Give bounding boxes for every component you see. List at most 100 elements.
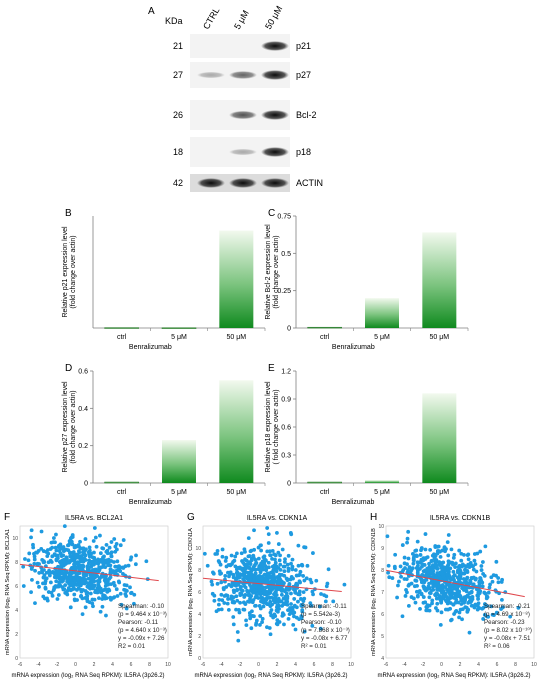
- scatter-point: [302, 596, 307, 601]
- scatter-point: [409, 595, 414, 599]
- scatter-point: [447, 560, 451, 565]
- x-tick-label: 4: [294, 662, 297, 668]
- y-tick-label: 0.3: [281, 453, 291, 460]
- scatter-point: [45, 554, 50, 558]
- scatter-point: [429, 559, 434, 564]
- scatter-point: [293, 627, 298, 632]
- blot-band: [229, 71, 257, 79]
- scatter-point: [281, 564, 286, 569]
- panel-a-letter: A: [148, 6, 155, 17]
- scatter-point: [252, 563, 257, 568]
- y-tick-label: 0.6: [78, 369, 88, 376]
- scatter-point: [452, 552, 457, 557]
- scatter-point: [228, 563, 233, 568]
- scatter-point: [480, 560, 485, 564]
- y-tick-label: 9: [381, 546, 384, 552]
- scatter-point: [47, 568, 51, 573]
- stat-line: Spearman: -0.10: [118, 603, 165, 610]
- scatter-point: [448, 606, 453, 611]
- scatter-point: [97, 559, 102, 564]
- scatter-point: [68, 605, 73, 610]
- scatter-point: [59, 576, 64, 581]
- scatter-point: [45, 598, 50, 603]
- scatter-point: [234, 607, 238, 612]
- scatter-point: [265, 526, 270, 530]
- scatter-point: [109, 540, 114, 544]
- blot-band: [229, 178, 257, 188]
- scatter-point: [261, 597, 266, 602]
- blot-kda-label: 42: [173, 178, 183, 188]
- scatter-point: [476, 597, 480, 601]
- scatter-point: [104, 549, 109, 554]
- scatter-point: [231, 575, 236, 580]
- bar-chart-c-svg: C Relative Bcl-2 expression level (fold ch…: [265, 208, 469, 351]
- scatter-point: [421, 600, 426, 605]
- scatter-point: [205, 563, 210, 568]
- scatter-point: [472, 552, 477, 556]
- y-axis-label: ( fold change over actin): [273, 389, 280, 464]
- scatter-point: [248, 616, 253, 621]
- scatter-point: [405, 536, 410, 541]
- scatter-point: [426, 570, 431, 575]
- scatter-point: [95, 574, 100, 578]
- scatter-point: [423, 532, 428, 536]
- scatter-point: [256, 596, 261, 600]
- blot-band: [197, 178, 225, 188]
- scatter-point: [235, 598, 240, 603]
- scatter-point: [56, 584, 61, 589]
- scatter-point: [465, 585, 470, 590]
- blot-band: [261, 70, 289, 80]
- scatter-point: [445, 540, 450, 545]
- scatter-point: [217, 560, 222, 565]
- scatter-point: [262, 572, 267, 577]
- scatter-point: [467, 630, 472, 635]
- scatter-point: [406, 529, 411, 534]
- scatter-point: [415, 539, 420, 544]
- scatter-point: [478, 549, 483, 554]
- scatter-point: [248, 561, 253, 566]
- x-tick-label: -4: [36, 662, 41, 668]
- scatter-point: [78, 546, 83, 551]
- scatter-point: [286, 616, 291, 621]
- scatter-point: [79, 589, 84, 594]
- scatter-point: [50, 569, 55, 574]
- y-tick-label: 6: [15, 584, 18, 590]
- scatter-point: [62, 524, 67, 529]
- scatter-point: [21, 564, 26, 569]
- scatter-point: [459, 551, 464, 556]
- scatter-point: [294, 605, 299, 610]
- scatter-point: [465, 553, 470, 558]
- scatter-point: [297, 617, 301, 622]
- scatter-point: [292, 587, 296, 592]
- scatter-point: [293, 568, 298, 572]
- scatter-point: [56, 564, 60, 569]
- scatter-point: [490, 612, 495, 617]
- scatter-point: [435, 564, 439, 568]
- x-tick-label: 0: [257, 662, 260, 668]
- scatter-point: [289, 602, 293, 606]
- x-tick-label: 50 μM: [227, 489, 247, 496]
- scatter-point: [479, 564, 484, 568]
- scatter-point: [282, 569, 287, 574]
- scatter-point: [81, 551, 86, 555]
- scatter-point: [81, 559, 86, 564]
- scatter-point: [481, 605, 486, 610]
- scatter-point: [260, 620, 264, 625]
- scatter-point: [91, 604, 95, 609]
- bar-1: [365, 480, 399, 483]
- stat-line: (p = 4.640 x 10⁻³): [118, 627, 167, 634]
- scatter-point: [71, 565, 76, 570]
- scatter-point: [494, 610, 499, 615]
- stat-line: R2 = 0.01: [118, 643, 146, 650]
- scatter-point: [291, 622, 296, 627]
- scatter-point: [421, 595, 426, 599]
- scatter-point: [386, 570, 391, 575]
- scatter-point: [88, 591, 93, 596]
- scatter-point: [419, 548, 423, 553]
- scatter-point: [410, 566, 415, 571]
- bar-2: [422, 393, 457, 483]
- y-tick-label: 4: [15, 608, 18, 614]
- scatter-point: [494, 559, 499, 564]
- scatter-point: [477, 591, 481, 596]
- scatter-point: [106, 579, 110, 584]
